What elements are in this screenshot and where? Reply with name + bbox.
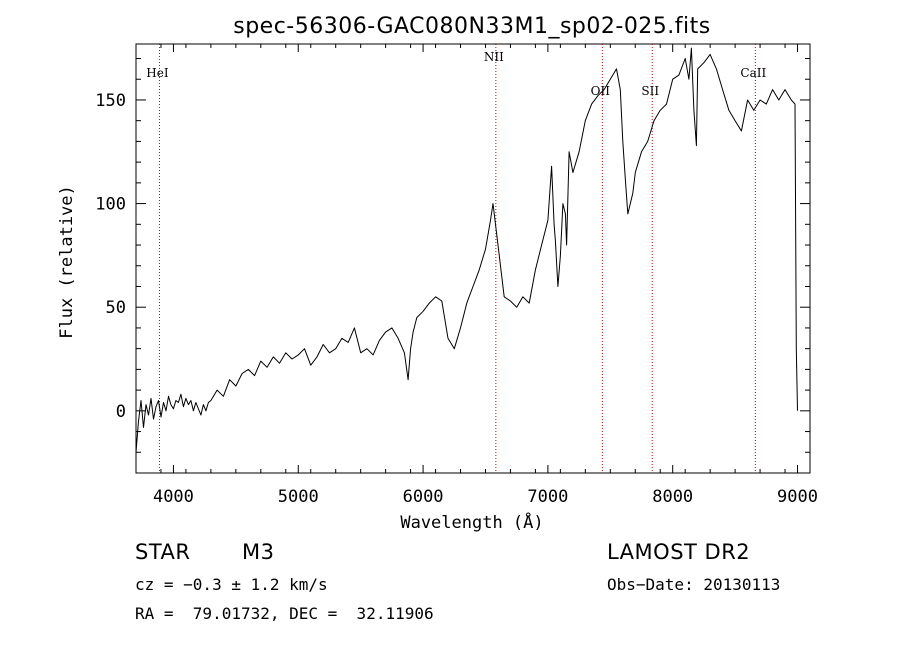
y-tick-label: 50 bbox=[106, 298, 126, 318]
chart-title: spec-56306-GAC080N33M1_sp02-025.fits bbox=[233, 14, 711, 39]
spectrum-series bbox=[135, 47, 798, 453]
object-class: STAR bbox=[135, 540, 191, 564]
coordinates-line: RA = 79.01732, DEC = 32.11906 bbox=[135, 604, 434, 623]
y-axis-ticks: 0 50 100 150 bbox=[95, 58, 810, 474]
spectrum-line bbox=[135, 47, 798, 453]
y-tick-label: 0 bbox=[116, 402, 126, 422]
x-tick-label: 4000 bbox=[153, 487, 194, 507]
x-axis-ticks: 4000 5000 6000 7000 8000 9000 bbox=[135, 44, 818, 507]
marker-label: HeI bbox=[146, 66, 169, 80]
y-tick-label: 150 bbox=[95, 91, 126, 111]
object-subclass: M3 bbox=[242, 540, 275, 564]
x-axis-label: Wavelength (Å) bbox=[400, 511, 543, 533]
marker-label: CaII bbox=[740, 66, 766, 80]
x-tick-label: 8000 bbox=[652, 487, 693, 507]
marker-label: SII bbox=[641, 84, 659, 98]
survey-name: LAMOST DR2 bbox=[607, 540, 751, 564]
x-tick-label: 5000 bbox=[278, 487, 319, 507]
x-tick-label: 6000 bbox=[403, 487, 444, 507]
plot-frame bbox=[135, 43, 811, 474]
x-tick-label: 7000 bbox=[527, 487, 568, 507]
x-tick-label: 9000 bbox=[777, 487, 818, 507]
y-axis-label: Flux (relative) bbox=[57, 185, 77, 339]
y-tick-label: 100 bbox=[95, 195, 126, 215]
emission-line-markers: HeI NII OII SII CaII bbox=[146, 44, 766, 473]
marker-label: NII bbox=[484, 50, 504, 64]
redshift-line: cz = −0.3 ± 1.2 km/s bbox=[135, 575, 328, 594]
marker-label: OII bbox=[591, 84, 611, 98]
observation-date: Obs−Date: 20130113 bbox=[607, 575, 781, 594]
